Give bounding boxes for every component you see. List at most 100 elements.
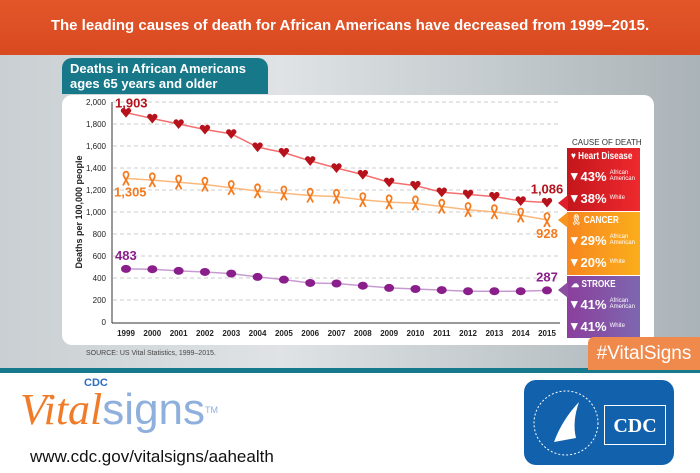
brain-marker xyxy=(357,281,368,290)
white-percent: 20% xyxy=(580,254,607,270)
logo-tm: TM xyxy=(205,405,219,415)
aa-percent: 41% xyxy=(580,296,607,312)
cdc-logo-text: CDC xyxy=(604,405,666,445)
x-tick-label: 2012 xyxy=(459,329,477,338)
aa-percent: 43% xyxy=(580,168,607,184)
x-tick-label: 2002 xyxy=(196,329,214,338)
logo-signs: signs xyxy=(102,385,206,434)
aa-percent: 29% xyxy=(580,232,607,248)
arrow-down-icon: ▾ xyxy=(571,168,578,183)
arrow-down-icon: ▾ xyxy=(571,190,578,205)
heart-marker xyxy=(436,187,447,198)
website-link[interactable]: www.cdc.gov/vitalsigns/aahealth xyxy=(30,447,274,466)
aa-label: African American xyxy=(609,234,635,246)
brain-marker xyxy=(199,267,210,276)
x-tick-label: 2003 xyxy=(222,329,240,338)
brain-marker xyxy=(436,286,447,295)
white-label: White xyxy=(609,323,625,329)
brain-marker xyxy=(515,287,526,296)
ribbon-marker xyxy=(359,192,367,208)
source-note: SOURCE: US Vital Statistics, 1999–2015. xyxy=(86,350,216,357)
start-value-label: 1,305 xyxy=(114,184,147,199)
brain-marker xyxy=(489,287,500,296)
ribbon-marker xyxy=(332,188,341,205)
ribbon-marker xyxy=(464,202,472,218)
chart-card xyxy=(62,95,654,345)
x-tick-label: 2009 xyxy=(380,329,398,338)
brain-marker xyxy=(147,265,158,274)
x-tick-label: 2006 xyxy=(301,329,319,338)
y-axis-label: Deaths per 100,000 people xyxy=(74,155,84,268)
aa-label: African American xyxy=(609,170,635,182)
heart-marker xyxy=(462,189,474,200)
chart-title-line2: ages 65 years and older xyxy=(70,76,218,91)
ribbon-marker xyxy=(411,195,420,211)
legend-item-heart: ♥ Heart Disease ▾ 43% African American ▾ 38… xyxy=(567,148,640,211)
ribbon-marker xyxy=(253,183,262,199)
brain-marker xyxy=(384,283,395,292)
hashtag[interactable]: #VitalSigns xyxy=(588,337,700,370)
arrow-down-icon: ▾ xyxy=(571,254,578,269)
heart-marker xyxy=(410,180,421,191)
brain-marker xyxy=(252,272,263,281)
brain-marker xyxy=(278,275,289,284)
arrow-down-icon: ▾ xyxy=(571,296,578,311)
x-tick-label: 2014 xyxy=(512,329,530,338)
heart-marker xyxy=(304,156,316,166)
y-tick-label: 1,000 xyxy=(86,208,107,217)
y-tick-label: 2,000 xyxy=(86,98,107,107)
white-percent: 41% xyxy=(580,318,607,334)
header-banner xyxy=(0,0,700,60)
x-tick-label: 2011 xyxy=(433,329,451,338)
white-label: White xyxy=(609,195,625,201)
vitalsigns-logo: CDC VitalsignsTM xyxy=(20,377,219,432)
ribbon-marker xyxy=(385,194,393,210)
ribbon-marker xyxy=(490,204,499,220)
hhs-eagle-icon xyxy=(533,390,599,456)
heart-marker xyxy=(173,119,184,129)
x-tick-label: 2013 xyxy=(485,329,503,338)
heart-marker xyxy=(515,196,526,206)
heart-marker xyxy=(541,197,553,208)
heart-marker xyxy=(278,147,290,158)
x-tick-label: 2005 xyxy=(275,329,293,338)
heart-marker xyxy=(357,169,369,180)
brain-marker xyxy=(121,264,131,273)
page-title: The leading causes of death for African … xyxy=(50,17,650,34)
brain-marker xyxy=(410,285,421,293)
arrow-down-icon: ▾ xyxy=(571,232,578,247)
legend-pointer xyxy=(558,195,568,211)
x-tick-label: 2008 xyxy=(354,329,372,338)
end-value-label: 1,086 xyxy=(531,182,564,197)
legend-pointer xyxy=(558,212,568,228)
y-tick-label: 200 xyxy=(93,296,107,305)
chart-title-line1: Deaths in African Americans xyxy=(70,61,247,76)
heart-marker xyxy=(147,113,158,124)
y-tick-label: 1,200 xyxy=(86,186,107,195)
brain-marker xyxy=(305,278,316,287)
y-tick-label: 1,400 xyxy=(86,164,107,173)
brain-marker xyxy=(331,279,342,288)
x-tick-label: 2010 xyxy=(407,329,425,338)
y-tick-label: 400 xyxy=(93,274,107,283)
logo-cdc: CDC xyxy=(84,377,108,389)
legend-label: CANCER xyxy=(583,215,619,226)
ribbon-marker xyxy=(543,212,551,228)
legend-item-brain: ☁ STROKE ▾ 41% African American ▾ 41% White xyxy=(567,276,640,338)
x-tick-label: 2001 xyxy=(170,329,188,338)
start-value-label: 1,903 xyxy=(115,96,148,111)
x-tick-label: 2015 xyxy=(538,329,556,338)
brain-marker xyxy=(463,287,474,296)
white-percent: 38% xyxy=(580,190,607,206)
heart-marker xyxy=(252,142,263,153)
arrow-down-icon: ▾ xyxy=(571,318,578,333)
aa-label: African American xyxy=(609,298,635,310)
logo-vital: Vital xyxy=(20,385,103,434)
y-tick-label: 1,800 xyxy=(86,120,107,129)
x-tick-label: 2004 xyxy=(249,329,267,338)
brain-icon: ☁ xyxy=(571,279,580,290)
start-value-label: 483 xyxy=(115,248,137,263)
x-tick-label: 1999 xyxy=(117,329,135,338)
y-tick-label: 600 xyxy=(93,252,107,261)
